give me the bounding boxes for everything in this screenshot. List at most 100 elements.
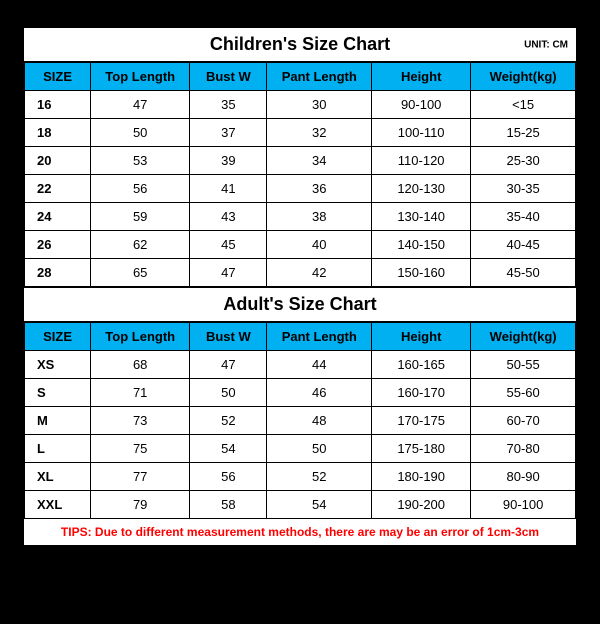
table-row: 24594338130-14035-40 xyxy=(25,203,576,231)
table-cell: 40-45 xyxy=(471,231,576,259)
col-weight: Weight(kg) xyxy=(471,323,576,351)
table-cell: 180-190 xyxy=(372,463,471,491)
col-height: Height xyxy=(372,323,471,351)
table-cell: 50 xyxy=(190,379,267,407)
table-cell: 18 xyxy=(25,119,91,147)
table-cell: 56 xyxy=(190,463,267,491)
table-cell: 79 xyxy=(91,491,190,519)
col-height: Height xyxy=(372,63,471,91)
children-table: SIZE Top Length Bust W Pant Length Heigh… xyxy=(24,62,576,287)
table-cell: 90-100 xyxy=(471,491,576,519)
table-cell: 120-130 xyxy=(372,175,471,203)
table-cell: 71 xyxy=(91,379,190,407)
table-cell: 16 xyxy=(25,91,91,119)
table-cell: M xyxy=(25,407,91,435)
table-cell: 53 xyxy=(91,147,190,175)
table-cell: 46 xyxy=(267,379,372,407)
children-title-row: Children's Size Chart UNIT: CM xyxy=(24,28,576,62)
table-cell: 47 xyxy=(190,259,267,287)
adult-table: SIZE Top Length Bust W Pant Length Heigh… xyxy=(24,322,576,519)
table-cell: XS xyxy=(25,351,91,379)
table-cell: 170-175 xyxy=(372,407,471,435)
table-row: 22564136120-13030-35 xyxy=(25,175,576,203)
col-top-length: Top Length xyxy=(91,323,190,351)
col-pant-length: Pant Length xyxy=(267,63,372,91)
table-cell: 28 xyxy=(25,259,91,287)
table-cell: <15 xyxy=(471,91,576,119)
col-size: SIZE xyxy=(25,323,91,351)
table-row: XXL795854190-20090-100 xyxy=(25,491,576,519)
table-cell: 22 xyxy=(25,175,91,203)
table-cell: 36 xyxy=(267,175,372,203)
col-weight: Weight(kg) xyxy=(471,63,576,91)
table-cell: 50 xyxy=(267,435,372,463)
table-cell: 54 xyxy=(190,435,267,463)
table-cell: 47 xyxy=(190,351,267,379)
table-cell: 37 xyxy=(190,119,267,147)
table-cell: 30-35 xyxy=(471,175,576,203)
table-cell: 52 xyxy=(190,407,267,435)
unit-label: UNIT: CM xyxy=(524,39,568,50)
table-cell: 73 xyxy=(91,407,190,435)
table-cell: 110-120 xyxy=(372,147,471,175)
table-row: 26624540140-15040-45 xyxy=(25,231,576,259)
table-cell: 45 xyxy=(190,231,267,259)
table-cell: 160-170 xyxy=(372,379,471,407)
table-cell: 40 xyxy=(267,231,372,259)
table-cell: 90-100 xyxy=(372,91,471,119)
table-cell: 47 xyxy=(91,91,190,119)
table-cell: 59 xyxy=(91,203,190,231)
table-cell: 130-140 xyxy=(372,203,471,231)
table-row: M735248170-17560-70 xyxy=(25,407,576,435)
table-cell: L xyxy=(25,435,91,463)
table-row: S715046160-17055-60 xyxy=(25,379,576,407)
table-row: 28654742150-16045-50 xyxy=(25,259,576,287)
table-cell: 35-40 xyxy=(471,203,576,231)
col-bust-w: Bust W xyxy=(190,63,267,91)
children-title: Children's Size Chart xyxy=(210,34,390,54)
table-cell: 55-60 xyxy=(471,379,576,407)
table-row: XS684744160-16550-55 xyxy=(25,351,576,379)
table-row: 18503732100-11015-25 xyxy=(25,119,576,147)
adult-title: Adult's Size Chart xyxy=(223,294,376,314)
table-row: 1647353090-100<15 xyxy=(25,91,576,119)
table-cell: 65 xyxy=(91,259,190,287)
table-cell: 80-90 xyxy=(471,463,576,491)
table-cell: 42 xyxy=(267,259,372,287)
table-cell: 15-25 xyxy=(471,119,576,147)
table-cell: 41 xyxy=(190,175,267,203)
table-cell: 60-70 xyxy=(471,407,576,435)
table-cell: 43 xyxy=(190,203,267,231)
table-cell: 39 xyxy=(190,147,267,175)
table-cell: 35 xyxy=(190,91,267,119)
table-cell: XL xyxy=(25,463,91,491)
table-row: 20533934110-12025-30 xyxy=(25,147,576,175)
adult-title-row: Adult's Size Chart xyxy=(24,287,576,322)
table-cell: 160-165 xyxy=(372,351,471,379)
table-cell: 54 xyxy=(267,491,372,519)
table-cell: 175-180 xyxy=(372,435,471,463)
table-cell: 150-160 xyxy=(372,259,471,287)
table-row: L755450175-18070-80 xyxy=(25,435,576,463)
table-cell: 24 xyxy=(25,203,91,231)
table-cell: 30 xyxy=(267,91,372,119)
table-cell: S xyxy=(25,379,91,407)
children-header-row: SIZE Top Length Bust W Pant Length Heigh… xyxy=(25,63,576,91)
table-cell: 190-200 xyxy=(372,491,471,519)
table-cell: 75 xyxy=(91,435,190,463)
table-cell: 58 xyxy=(190,491,267,519)
table-cell: 70-80 xyxy=(471,435,576,463)
col-size: SIZE xyxy=(25,63,91,91)
col-pant-length: Pant Length xyxy=(267,323,372,351)
table-cell: 50-55 xyxy=(471,351,576,379)
table-cell: 32 xyxy=(267,119,372,147)
table-cell: 50 xyxy=(91,119,190,147)
table-row: XL775652180-19080-90 xyxy=(25,463,576,491)
table-cell: 77 xyxy=(91,463,190,491)
table-cell: 68 xyxy=(91,351,190,379)
table-cell: 45-50 xyxy=(471,259,576,287)
size-chart-container: Children's Size Chart UNIT: CM SIZE Top … xyxy=(20,24,580,549)
table-cell: 52 xyxy=(267,463,372,491)
table-cell: 25-30 xyxy=(471,147,576,175)
tips-note: TIPS: Due to different measurement metho… xyxy=(24,519,576,545)
